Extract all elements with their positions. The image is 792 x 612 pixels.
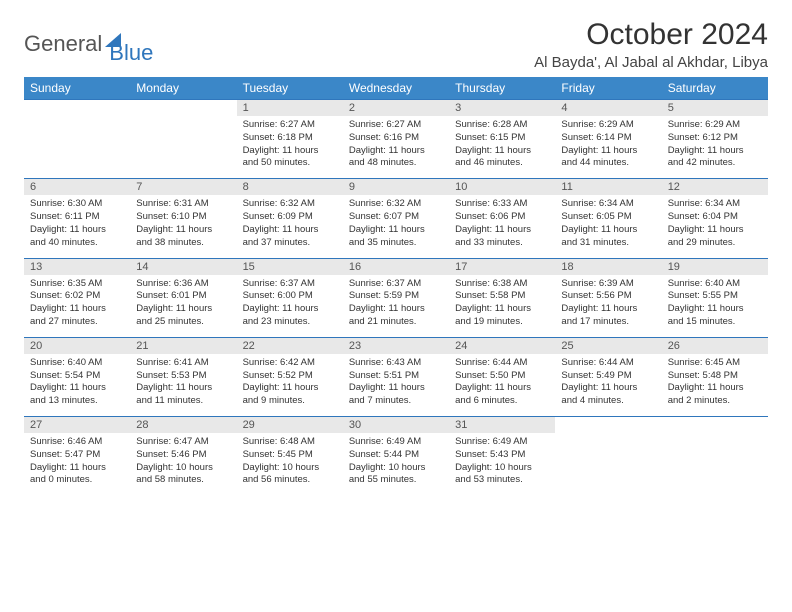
day-cell: Sunrise: 6:29 AMSunset: 6:14 PMDaylight:… bbox=[555, 116, 661, 179]
day-cell: Sunrise: 6:27 AMSunset: 6:18 PMDaylight:… bbox=[237, 116, 343, 179]
day-number bbox=[555, 417, 661, 434]
day-cell: Sunrise: 6:46 AMSunset: 5:47 PMDaylight:… bbox=[24, 433, 130, 495]
day-number: 13 bbox=[24, 258, 130, 275]
content-row: Sunrise: 6:27 AMSunset: 6:18 PMDaylight:… bbox=[24, 116, 768, 179]
day-cell: Sunrise: 6:27 AMSunset: 6:16 PMDaylight:… bbox=[343, 116, 449, 179]
day-number: 17 bbox=[449, 258, 555, 275]
day-number: 7 bbox=[130, 179, 236, 196]
day-number: 1 bbox=[237, 100, 343, 117]
day-cell: Sunrise: 6:49 AMSunset: 5:43 PMDaylight:… bbox=[449, 433, 555, 495]
day-number: 25 bbox=[555, 337, 661, 354]
day-cell bbox=[24, 116, 130, 179]
logo: General Blue bbox=[24, 22, 153, 66]
content-row: Sunrise: 6:35 AMSunset: 6:02 PMDaylight:… bbox=[24, 275, 768, 338]
day-header: Tuesday bbox=[237, 77, 343, 100]
day-cell: Sunrise: 6:44 AMSunset: 5:50 PMDaylight:… bbox=[449, 354, 555, 417]
day-header: Thursday bbox=[449, 77, 555, 100]
day-cell: Sunrise: 6:44 AMSunset: 5:49 PMDaylight:… bbox=[555, 354, 661, 417]
day-cell: Sunrise: 6:41 AMSunset: 5:53 PMDaylight:… bbox=[130, 354, 236, 417]
day-cell: Sunrise: 6:38 AMSunset: 5:58 PMDaylight:… bbox=[449, 275, 555, 338]
day-number: 11 bbox=[555, 179, 661, 196]
day-number: 18 bbox=[555, 258, 661, 275]
day-cell bbox=[130, 116, 236, 179]
day-number: 8 bbox=[237, 179, 343, 196]
logo-text-general: General bbox=[24, 31, 102, 57]
day-number: 19 bbox=[662, 258, 768, 275]
day-cell: Sunrise: 6:34 AMSunset: 6:05 PMDaylight:… bbox=[555, 195, 661, 258]
day-number: 9 bbox=[343, 179, 449, 196]
day-cell: Sunrise: 6:37 AMSunset: 6:00 PMDaylight:… bbox=[237, 275, 343, 338]
content-row: Sunrise: 6:40 AMSunset: 5:54 PMDaylight:… bbox=[24, 354, 768, 417]
content-row: Sunrise: 6:46 AMSunset: 5:47 PMDaylight:… bbox=[24, 433, 768, 495]
day-number: 6 bbox=[24, 179, 130, 196]
day-cell bbox=[555, 433, 661, 495]
day-number bbox=[662, 417, 768, 434]
day-cell: Sunrise: 6:49 AMSunset: 5:44 PMDaylight:… bbox=[343, 433, 449, 495]
day-number: 10 bbox=[449, 179, 555, 196]
day-header: Sunday bbox=[24, 77, 130, 100]
daynum-row: 2728293031 bbox=[24, 417, 768, 434]
day-header: Friday bbox=[555, 77, 661, 100]
day-cell: Sunrise: 6:30 AMSunset: 6:11 PMDaylight:… bbox=[24, 195, 130, 258]
day-number: 14 bbox=[130, 258, 236, 275]
title-block: October 2024 Al Bayda', Al Jabal al Akhd… bbox=[534, 18, 768, 71]
day-cell: Sunrise: 6:32 AMSunset: 6:07 PMDaylight:… bbox=[343, 195, 449, 258]
content-row: Sunrise: 6:30 AMSunset: 6:11 PMDaylight:… bbox=[24, 195, 768, 258]
day-number: 16 bbox=[343, 258, 449, 275]
daynum-row: 20212223242526 bbox=[24, 337, 768, 354]
day-number: 28 bbox=[130, 417, 236, 434]
day-cell: Sunrise: 6:40 AMSunset: 5:55 PMDaylight:… bbox=[662, 275, 768, 338]
day-cell: Sunrise: 6:28 AMSunset: 6:15 PMDaylight:… bbox=[449, 116, 555, 179]
day-cell: Sunrise: 6:47 AMSunset: 5:46 PMDaylight:… bbox=[130, 433, 236, 495]
month-title: October 2024 bbox=[534, 18, 768, 52]
day-cell: Sunrise: 6:37 AMSunset: 5:59 PMDaylight:… bbox=[343, 275, 449, 338]
day-cell: Sunrise: 6:36 AMSunset: 6:01 PMDaylight:… bbox=[130, 275, 236, 338]
day-number: 31 bbox=[449, 417, 555, 434]
day-cell: Sunrise: 6:48 AMSunset: 5:45 PMDaylight:… bbox=[237, 433, 343, 495]
day-cell: Sunrise: 6:33 AMSunset: 6:06 PMDaylight:… bbox=[449, 195, 555, 258]
calendar-table: SundayMondayTuesdayWednesdayThursdayFrid… bbox=[24, 77, 768, 495]
day-header: Monday bbox=[130, 77, 236, 100]
day-header: Saturday bbox=[662, 77, 768, 100]
day-cell: Sunrise: 6:31 AMSunset: 6:10 PMDaylight:… bbox=[130, 195, 236, 258]
day-cell: Sunrise: 6:43 AMSunset: 5:51 PMDaylight:… bbox=[343, 354, 449, 417]
day-number: 3 bbox=[449, 100, 555, 117]
day-number: 23 bbox=[343, 337, 449, 354]
day-cell: Sunrise: 6:29 AMSunset: 6:12 PMDaylight:… bbox=[662, 116, 768, 179]
day-number bbox=[24, 100, 130, 117]
daynum-row: 6789101112 bbox=[24, 179, 768, 196]
day-number: 30 bbox=[343, 417, 449, 434]
location: Al Bayda', Al Jabal al Akhdar, Libya bbox=[534, 54, 768, 71]
day-cell: Sunrise: 6:34 AMSunset: 6:04 PMDaylight:… bbox=[662, 195, 768, 258]
day-cell: Sunrise: 6:45 AMSunset: 5:48 PMDaylight:… bbox=[662, 354, 768, 417]
day-number: 26 bbox=[662, 337, 768, 354]
day-number: 24 bbox=[449, 337, 555, 354]
day-cell: Sunrise: 6:40 AMSunset: 5:54 PMDaylight:… bbox=[24, 354, 130, 417]
day-number: 27 bbox=[24, 417, 130, 434]
day-header: Wednesday bbox=[343, 77, 449, 100]
day-number: 29 bbox=[237, 417, 343, 434]
day-number: 2 bbox=[343, 100, 449, 117]
day-number: 20 bbox=[24, 337, 130, 354]
day-cell: Sunrise: 6:42 AMSunset: 5:52 PMDaylight:… bbox=[237, 354, 343, 417]
day-cell bbox=[662, 433, 768, 495]
day-cell: Sunrise: 6:35 AMSunset: 6:02 PMDaylight:… bbox=[24, 275, 130, 338]
header: General Blue October 2024 Al Bayda', Al … bbox=[24, 18, 768, 71]
day-number: 4 bbox=[555, 100, 661, 117]
day-number: 12 bbox=[662, 179, 768, 196]
day-cell: Sunrise: 6:39 AMSunset: 5:56 PMDaylight:… bbox=[555, 275, 661, 338]
day-cell: Sunrise: 6:32 AMSunset: 6:09 PMDaylight:… bbox=[237, 195, 343, 258]
day-number: 21 bbox=[130, 337, 236, 354]
day-number bbox=[130, 100, 236, 117]
day-number: 5 bbox=[662, 100, 768, 117]
day-number: 22 bbox=[237, 337, 343, 354]
day-number: 15 bbox=[237, 258, 343, 275]
day-header-row: SundayMondayTuesdayWednesdayThursdayFrid… bbox=[24, 77, 768, 100]
logo-text-blue: Blue bbox=[109, 40, 153, 66]
daynum-row: 13141516171819 bbox=[24, 258, 768, 275]
daynum-row: 12345 bbox=[24, 100, 768, 117]
